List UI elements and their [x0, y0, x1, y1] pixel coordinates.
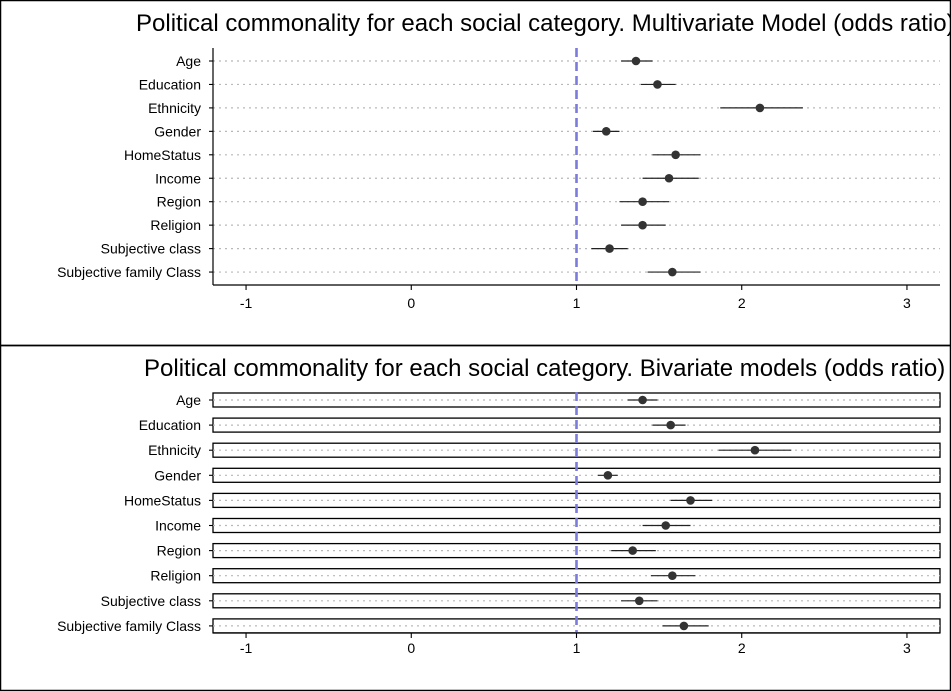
- y-label-subjective-class: Subjective class: [101, 241, 201, 257]
- y-label-ethnicity: Ethnicity: [148, 100, 201, 116]
- y-label-subjective-family-class: Subjective family Class: [57, 264, 201, 280]
- point-ethnicity: [750, 445, 760, 455]
- point-gender: [603, 471, 613, 480]
- x-tick-label: -1: [240, 640, 253, 656]
- y-label-region: Region: [157, 194, 201, 210]
- point-subjective-family-class: [679, 621, 689, 631]
- x-tick-label: -1: [240, 295, 253, 311]
- point-subjective-class: [605, 244, 614, 253]
- x-tick-label: 2: [738, 640, 746, 656]
- point-education: [653, 80, 662, 89]
- point-gender: [601, 127, 611, 136]
- point-homestatus: [686, 496, 695, 505]
- chart-title: Political commonality for each social ca…: [136, 10, 951, 37]
- y-label-age: Age: [176, 53, 201, 69]
- y-label-gender: Gender: [154, 123, 201, 139]
- y-label-region: Region: [157, 543, 201, 559]
- y-label-education: Education: [139, 417, 201, 433]
- point-education: [666, 420, 675, 430]
- y-label-homestatus: HomeStatus: [124, 147, 201, 163]
- point-ethnicity: [755, 103, 765, 113]
- y-label-religion: Religion: [150, 568, 201, 584]
- point-subjective-class: [634, 596, 644, 606]
- y-label-age: Age: [176, 392, 201, 408]
- y-label-education: Education: [139, 76, 201, 92]
- y-label-homestatus: HomeStatus: [124, 492, 201, 508]
- y-label-religion: Religion: [150, 217, 201, 233]
- chart-title: Political commonality for each social ca…: [144, 355, 945, 382]
- point-region: [638, 197, 647, 206]
- point-age: [631, 56, 641, 66]
- y-label-subjective-family-class: Subjective family Class: [57, 618, 201, 634]
- x-tick-label: 3: [903, 640, 911, 656]
- point-religion: [638, 220, 647, 230]
- x-tick-label: 1: [573, 640, 581, 656]
- point-region: [628, 546, 637, 555]
- point-religion: [668, 571, 677, 580]
- x-tick-label: 1: [573, 295, 581, 311]
- point-income: [664, 173, 674, 183]
- panel-border: [0, 0, 951, 347]
- y-label-gender: Gender: [154, 467, 201, 483]
- x-tick-label: 2: [738, 295, 746, 311]
- point-income: [661, 521, 671, 530]
- x-tick-label: 0: [407, 640, 415, 656]
- x-tick-label: 3: [903, 295, 911, 311]
- x-tick-label: 0: [407, 295, 415, 311]
- y-label-income: Income: [155, 518, 201, 534]
- multivariate-panel: Political commonality for each social ca…: [0, 0, 951, 347]
- y-label-income: Income: [155, 170, 201, 186]
- point-homestatus: [671, 150, 680, 160]
- point-age: [638, 395, 647, 405]
- bivariate-panel: Political commonality for each social ca…: [0, 344, 951, 691]
- y-label-subjective-class: Subjective class: [101, 593, 201, 609]
- y-label-ethnicity: Ethnicity: [148, 442, 201, 458]
- point-subjective-family-class: [668, 267, 677, 277]
